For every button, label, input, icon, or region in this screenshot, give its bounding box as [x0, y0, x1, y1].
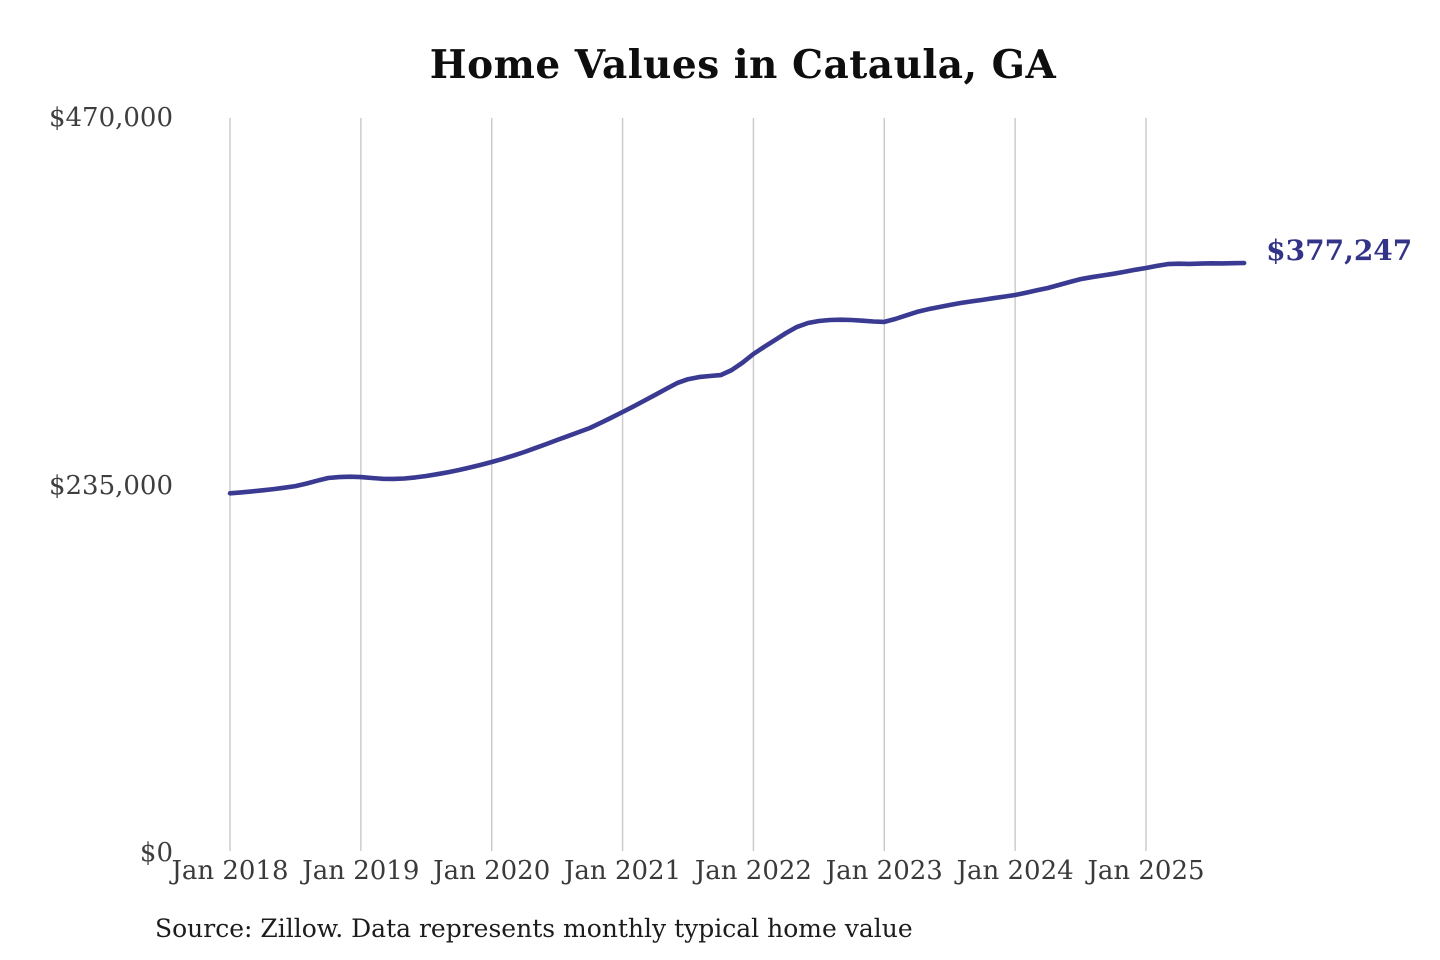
y-axis-label: $235,000 [48, 470, 173, 501]
x-axis-label: Jan 2023 [825, 856, 943, 886]
x-axis-label: Jan 2025 [1087, 856, 1205, 886]
x-axis-label: Jan 2021 [564, 856, 682, 886]
x-axis-label: Jan 2019 [302, 856, 420, 886]
x-axis-label: Jan 2020 [433, 856, 551, 886]
x-axis: Jan 2018 Jan 2019 Jan 2020 Jan 2021 Jan 2022… [0, 856, 1440, 892]
x-axis-label: Jan 2022 [694, 856, 812, 886]
home-value-line [227, 260, 1247, 496]
x-axis-label: Jan 2018 [171, 856, 289, 886]
current-value-label: $377,247 [1266, 234, 1413, 268]
chart-title: Home Values in Cataula, GA [429, 42, 1057, 88]
y-axis-label: $470,000 [48, 103, 173, 133]
y-axis: $470,000 $235,000 $0 [0, 0, 173, 960]
source-note: Source: Zillow. Data represents monthly … [155, 914, 913, 943]
y-axis-label: $0 [139, 838, 173, 868]
x-axis-label: Jan 2024 [956, 856, 1074, 886]
